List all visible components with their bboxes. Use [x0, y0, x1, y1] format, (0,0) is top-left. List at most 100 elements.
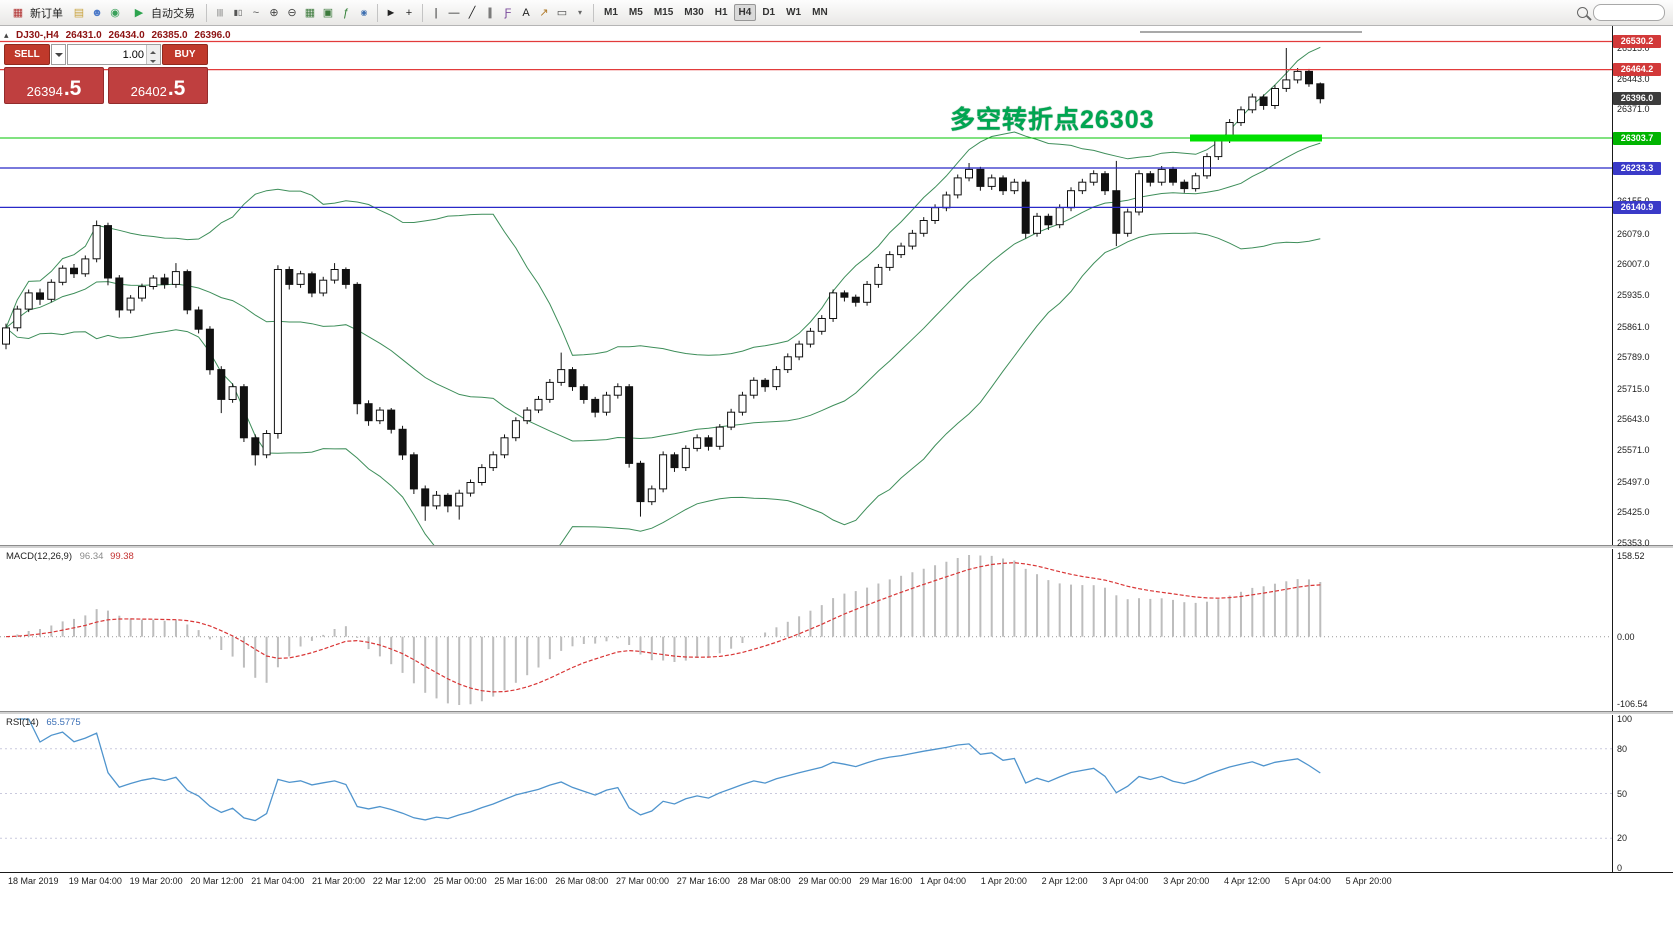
fibonacci-icon[interactable]: Ƒ: [504, 6, 512, 19]
candle: [477, 464, 486, 486]
timeframe-button-d1[interactable]: D1: [762, 7, 776, 18]
candle: [568, 367, 577, 391]
channel-icon[interactable]: ∥: [487, 6, 493, 19]
candle: [897, 242, 906, 258]
candle: [409, 452, 418, 494]
candle: [829, 289, 838, 322]
timeframe-button-mn[interactable]: MN: [812, 7, 828, 18]
candle: [1135, 170, 1143, 216]
zoom-in-icon[interactable]: ⊕: [269, 6, 279, 19]
candle: [239, 384, 248, 442]
candle: [285, 266, 294, 290]
candle: [398, 425, 407, 460]
candle: [1157, 166, 1166, 186]
clock-icon[interactable]: ◉: [360, 7, 368, 17]
market-watch-icon[interactable]: ▤: [73, 6, 85, 19]
crosshair-icon[interactable]: +: [405, 6, 413, 19]
timeframe-button-h4[interactable]: H4: [733, 4, 757, 21]
order-type-dropdown[interactable]: [51, 44, 66, 65]
indicators-icon[interactable]: ƒ: [342, 6, 350, 19]
volume-down-button[interactable]: [147, 54, 160, 64]
candle: [840, 290, 849, 302]
horizontal-line-icon[interactable]: —: [448, 6, 460, 19]
pane-separator[interactable]: [0, 711, 1673, 715]
rsi-canvas[interactable]: [0, 715, 1612, 872]
timeframe-button-m5[interactable]: M5: [628, 7, 643, 18]
sell-button[interactable]: SELL: [4, 44, 50, 65]
candle: [1259, 94, 1268, 110]
candle: [115, 275, 124, 318]
candle: [1021, 179, 1030, 239]
arrow-tool-icon[interactable]: ↗: [539, 6, 549, 19]
timeframe-button-m30[interactable]: M30: [684, 7, 704, 18]
shapes-icon[interactable]: ▭: [556, 6, 568, 19]
zoom-out-icon[interactable]: ⊖: [287, 6, 297, 19]
candle: [942, 191, 951, 212]
search-input[interactable]: [1593, 4, 1665, 21]
macd-canvas[interactable]: [0, 549, 1612, 711]
candle: [421, 485, 430, 521]
new-order-button[interactable]: ▦ 新订单: [4, 2, 69, 24]
toolbar-separator: [206, 3, 207, 22]
candle: [194, 306, 203, 334]
candle: [296, 270, 305, 288]
timeframe-button-m15[interactable]: M15: [653, 7, 674, 18]
timeframe-button-m1[interactable]: M1: [604, 7, 618, 18]
text-tool-icon[interactable]: A: [522, 6, 530, 19]
buy-price-button[interactable]: 26402.5: [108, 67, 208, 104]
candlestick-chart-icon[interactable]: ▮▯: [233, 7, 243, 17]
ohlc-open: 26431.0: [65, 30, 102, 41]
macd-axis-top: 158.52: [1617, 551, 1645, 561]
candle: [511, 417, 520, 442]
grid-icon[interactable]: ▦: [304, 6, 316, 19]
rsi-value: 65.5775: [46, 717, 81, 728]
time-axis-label: 29 Mar 00:00: [798, 876, 852, 886]
price-tag: 26233.3: [1613, 161, 1661, 175]
search-icon[interactable]: [1577, 7, 1588, 18]
price-axis-tick: 25935.0: [1617, 290, 1650, 301]
buy-button[interactable]: BUY: [162, 44, 208, 65]
time-axis-label: 2 Apr 12:00: [1041, 876, 1088, 886]
pane-separator[interactable]: [0, 545, 1673, 549]
chart-scroll-indicator[interactable]: [1140, 31, 1362, 33]
candle: [24, 289, 33, 313]
macd-label: MACD(12,26,9): [6, 551, 72, 562]
macd-value-signal: 99.38: [110, 551, 134, 562]
candle: [727, 408, 736, 431]
time-axis-label: 27 Mar 16:00: [676, 876, 730, 886]
candle: [104, 222, 112, 286]
candle: [874, 264, 883, 288]
candle: [432, 491, 441, 510]
candle: [341, 267, 350, 289]
tile-windows-icon[interactable]: ▣: [322, 6, 334, 19]
candle: [908, 229, 917, 250]
volume-input[interactable]: [68, 45, 146, 64]
symbol-marker-icon: ▴: [4, 30, 9, 40]
accounts-icon[interactable]: ☻: [91, 6, 103, 19]
timeframe-button-w1[interactable]: W1: [786, 7, 802, 18]
volume-up-button[interactable]: [147, 45, 160, 55]
bar-chart-icon[interactable]: |||: [216, 7, 224, 17]
price-chart-canvas[interactable]: [0, 26, 1612, 545]
candle: [273, 265, 282, 439]
candle: [851, 294, 860, 307]
candle: [466, 479, 475, 497]
buy-price-pips: .5: [167, 77, 186, 100]
candle: [999, 175, 1007, 195]
volume-stepper: [146, 45, 160, 64]
price-axis-tick: 25789.0: [1617, 352, 1650, 363]
timeframe-button-h1[interactable]: H1: [714, 7, 728, 18]
line-chart-icon[interactable]: ~: [252, 6, 260, 19]
candle: [228, 383, 237, 403]
vertical-line-icon[interactable]: |: [434, 6, 438, 19]
symbol-timeframe: DJ30-,H4: [16, 30, 59, 41]
cursor-icon[interactable]: ►: [385, 6, 397, 19]
sell-price-button[interactable]: 26394.5: [4, 67, 104, 104]
community-icon[interactable]: ◉: [110, 6, 120, 19]
candle: [1112, 160, 1121, 247]
candle: [591, 396, 600, 418]
macd-value-main: 96.34: [79, 551, 104, 562]
auto-trading-button[interactable]: ▶ 自动交易: [125, 2, 201, 24]
chevron-down-icon[interactable]: ▾: [577, 7, 582, 17]
trendline-icon[interactable]: ╱: [468, 6, 476, 19]
